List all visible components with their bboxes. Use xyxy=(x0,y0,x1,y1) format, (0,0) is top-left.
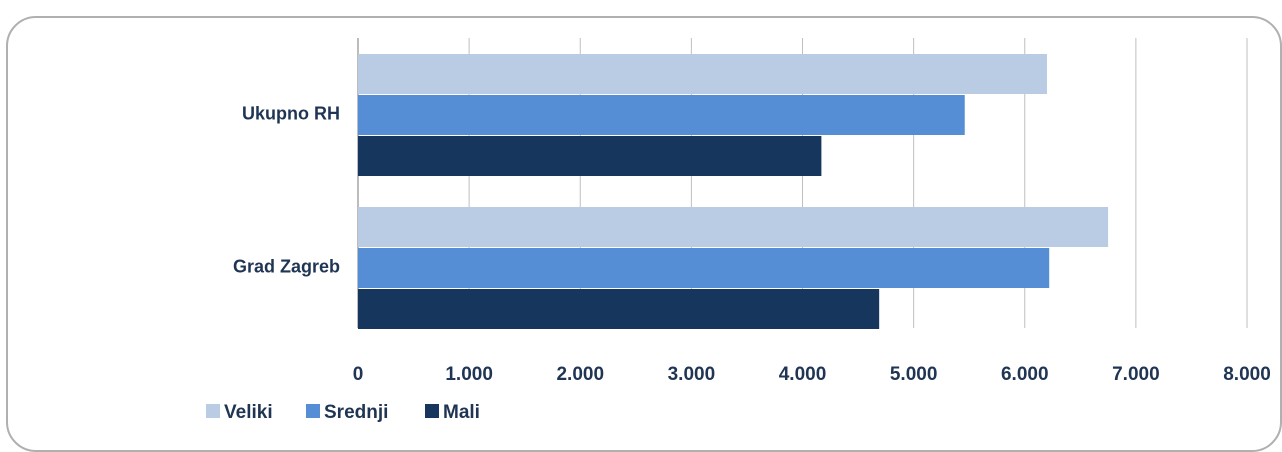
legend-label-srednji: Srednji xyxy=(324,402,388,423)
x-tick-label: 7.000 xyxy=(1112,364,1160,385)
bar-chart: Ukupno RH Grad Zagreb 0 1.000 2.000 3.000 4.0… xyxy=(206,38,1271,423)
bar-veliki-0 xyxy=(358,54,1047,94)
x-tick-label: 5.000 xyxy=(890,364,938,385)
bar-veliki-1 xyxy=(358,207,1109,247)
bar-mali-1 xyxy=(358,289,880,329)
bars xyxy=(358,54,1109,329)
legend-label-mali: Mali xyxy=(443,402,480,423)
category-label: Grad Zagreb xyxy=(233,257,340,277)
legend-swatch-mali xyxy=(425,404,439,418)
x-tick-label: 4.000 xyxy=(779,364,827,385)
bar-mali-0 xyxy=(358,136,822,176)
x-tick-label: 2.000 xyxy=(556,364,604,385)
legend: Veliki Srednji Mali xyxy=(206,402,480,423)
category-labels: Ukupno RH Grad Zagreb xyxy=(233,104,340,277)
legend-label-veliki: Veliki xyxy=(224,402,273,423)
bar-srednji-1 xyxy=(358,248,1050,288)
x-tick-label: 6.000 xyxy=(1001,364,1049,385)
bar-srednji-0 xyxy=(358,95,965,135)
x-tick-label: 1.000 xyxy=(445,364,493,385)
category-label: Ukupno RH xyxy=(242,104,340,124)
x-tick-label: 3.000 xyxy=(668,364,716,385)
x-tick-label: 8.000 xyxy=(1223,364,1271,385)
legend-swatch-veliki xyxy=(206,404,220,418)
x-tick-labels: 0 1.000 2.000 3.000 4.000 5.000 6.000 7.000 8.00… xyxy=(353,364,1271,385)
x-tick-label: 0 xyxy=(353,364,364,385)
legend-swatch-srednji xyxy=(306,404,320,418)
